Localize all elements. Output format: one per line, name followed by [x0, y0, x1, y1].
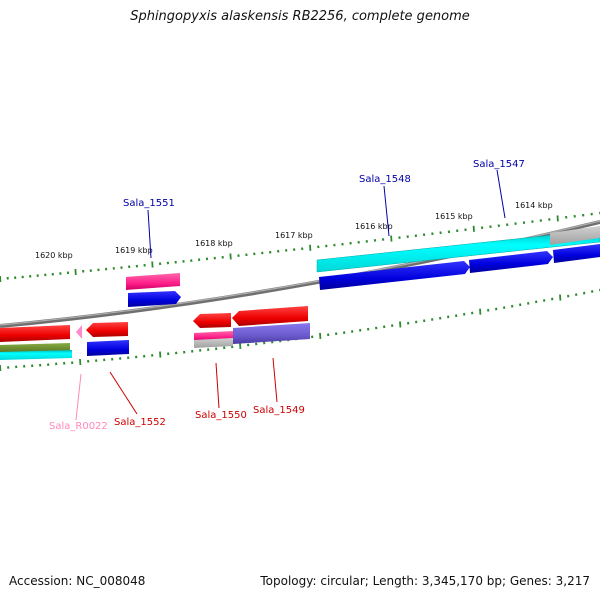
inner-tick-ring — [0, 288, 600, 372]
scale-label-1614: 1614 kbp — [515, 201, 553, 210]
gene-rrna-left[interactable] — [0, 350, 72, 360]
gene-forward-1548[interactable] — [469, 251, 553, 273]
gene-forward-1549-region[interactable] — [319, 261, 470, 290]
scale-label-1616: 1616 kbp — [355, 222, 393, 231]
scale-label-1620: 1620 kbp — [35, 251, 73, 260]
gene-label-1547[interactable]: Sala_1547 — [473, 159, 525, 170]
gene-misc-1549[interactable] — [233, 323, 310, 344]
gene-reverse-1549[interactable] — [232, 306, 308, 326]
scale-label-1618: 1618 kbp — [195, 239, 233, 248]
leader-1548 — [383, 185, 390, 237]
gene-reverse-1552[interactable] — [86, 322, 128, 337]
gene-label-1551[interactable]: Sala_1551 — [123, 198, 175, 209]
gene-reverse-left[interactable] — [0, 325, 70, 342]
map-title: Sphingopyxis alaskensis RB2256, complete… — [130, 9, 470, 24]
gene-trna-1551[interactable] — [126, 273, 180, 290]
outer-tick-ring — [0, 211, 600, 283]
gene-labels: Sala_1551 Sala_1548 Sala_1547 Sala_R0022… — [49, 159, 525, 432]
scale-label-1617: 1617 kbp — [275, 231, 313, 240]
genome-stats-text: Topology: circular; Length: 3,345,170 bp… — [260, 574, 590, 588]
scale-labels: 1620 kbp 1619 kbp 1618 kbp 1617 kbp 1616… — [35, 201, 553, 260]
forward-strand — [126, 226, 600, 307]
gene-forward-1551[interactable] — [128, 291, 181, 307]
gene-label-R0022[interactable]: Sala_R0022 — [49, 421, 108, 432]
gene-other-left[interactable] — [0, 343, 70, 353]
leader-R0022 — [75, 373, 82, 421]
feature-rrna-forward[interactable] — [316, 229, 600, 273]
scale-label-1619: 1619 kbp — [115, 246, 153, 255]
gene-label-1548[interactable]: Sala_1548 — [359, 174, 411, 185]
gene-trna-R0022[interactable] — [76, 325, 82, 339]
gene-gray-1550[interactable] — [194, 338, 233, 348]
gene-forward-1547[interactable] — [553, 244, 600, 263]
gene-reverse-1550[interactable] — [193, 313, 231, 328]
leader-1547 — [496, 169, 506, 219]
leader-1550 — [215, 362, 220, 409]
feature-gray-forward[interactable] — [550, 226, 600, 245]
gene-label-1550[interactable]: Sala_1550 — [195, 410, 247, 421]
leader-1552 — [109, 371, 138, 415]
gene-label-1549[interactable]: Sala_1549 — [253, 405, 305, 416]
accession-text: Accession: NC_008048 — [9, 574, 146, 588]
leader-1551 — [147, 209, 152, 259]
reverse-strand — [0, 306, 310, 360]
leader-1549 — [272, 357, 278, 403]
gene-label-1552[interactable]: Sala_1552 — [114, 417, 166, 428]
gene-forward-1552-block[interactable] — [87, 340, 129, 356]
scale-label-1615: 1615 kbp — [435, 212, 473, 221]
leader-lines — [75, 169, 506, 421]
